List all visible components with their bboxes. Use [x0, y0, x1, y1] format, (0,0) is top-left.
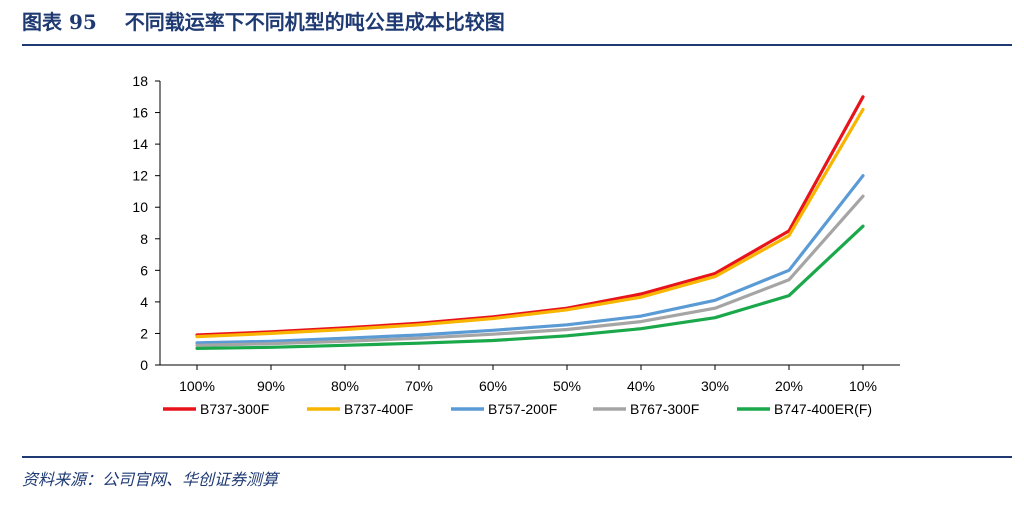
y-tick-label: 2 [140, 325, 148, 341]
y-tick-label: 8 [140, 231, 148, 247]
series-line-b767-300f [195, 194, 865, 347]
y-tick-label: 12 [132, 168, 148, 184]
x-tick-label: 30% [701, 378, 729, 394]
series-line-b747-400er-f [195, 224, 865, 350]
legend: B737-300F B737-400F B757-200F B767-300F B747… [163, 401, 872, 417]
x-tick-label: 10% [849, 378, 877, 394]
x-tick-label: 40% [627, 378, 655, 394]
x-tick-label: 70% [405, 378, 433, 394]
y-tick-label: 6 [140, 262, 148, 278]
series-line-b737-400f [195, 107, 865, 339]
series-lines [195, 95, 865, 350]
figure-title: 图表 95 不同载运率下不同机型的吨公里成本比较图 [22, 6, 505, 35]
legend-label: B737-300F [200, 401, 269, 417]
legend-item: B767-300F [593, 401, 699, 417]
y-tick-label: 4 [140, 294, 148, 310]
x-tick-label: 100% [179, 378, 215, 394]
axes: 0 2 4 6 8 10 12 14 16 18 100% 90% 80% 70% 60% 50% 40% 30%… [132, 73, 900, 394]
legend-label: B747-400ER(F) [774, 401, 872, 417]
bottom-divider [22, 456, 1012, 458]
y-tick-label: 0 [140, 357, 148, 373]
series-line-b757-200f [195, 174, 865, 345]
y-tick-label: 10 [132, 199, 148, 215]
source-note: 资料来源：公司官网、华创证券测算 [22, 470, 279, 489]
x-tick-label: 50% [553, 378, 581, 394]
legend-item: B747-400ER(F) [737, 401, 872, 417]
x-tick-label: 20% [775, 378, 803, 394]
legend-item: B737-400F [307, 401, 413, 417]
figure-number: 图表 95 [22, 10, 97, 34]
legend-item: B757-200F [451, 401, 557, 417]
y-tick-label: 14 [132, 136, 148, 152]
y-tick-label: 18 [132, 73, 148, 89]
legend-item: B737-300F [163, 401, 269, 417]
figure-title-text: 不同载运率下不同机型的吨公里成本比较图 [124, 10, 505, 34]
legend-label: B757-200F [488, 401, 557, 417]
legend-label: B767-300F [630, 401, 699, 417]
y-tick-label: 16 [132, 105, 148, 121]
legend-label: B737-400F [344, 401, 413, 417]
x-tick-label: 80% [331, 378, 359, 394]
series-line-b737-300f [195, 95, 865, 337]
x-tick-label: 60% [479, 378, 507, 394]
x-tick-label: 90% [257, 378, 285, 394]
top-divider [22, 44, 1012, 46]
